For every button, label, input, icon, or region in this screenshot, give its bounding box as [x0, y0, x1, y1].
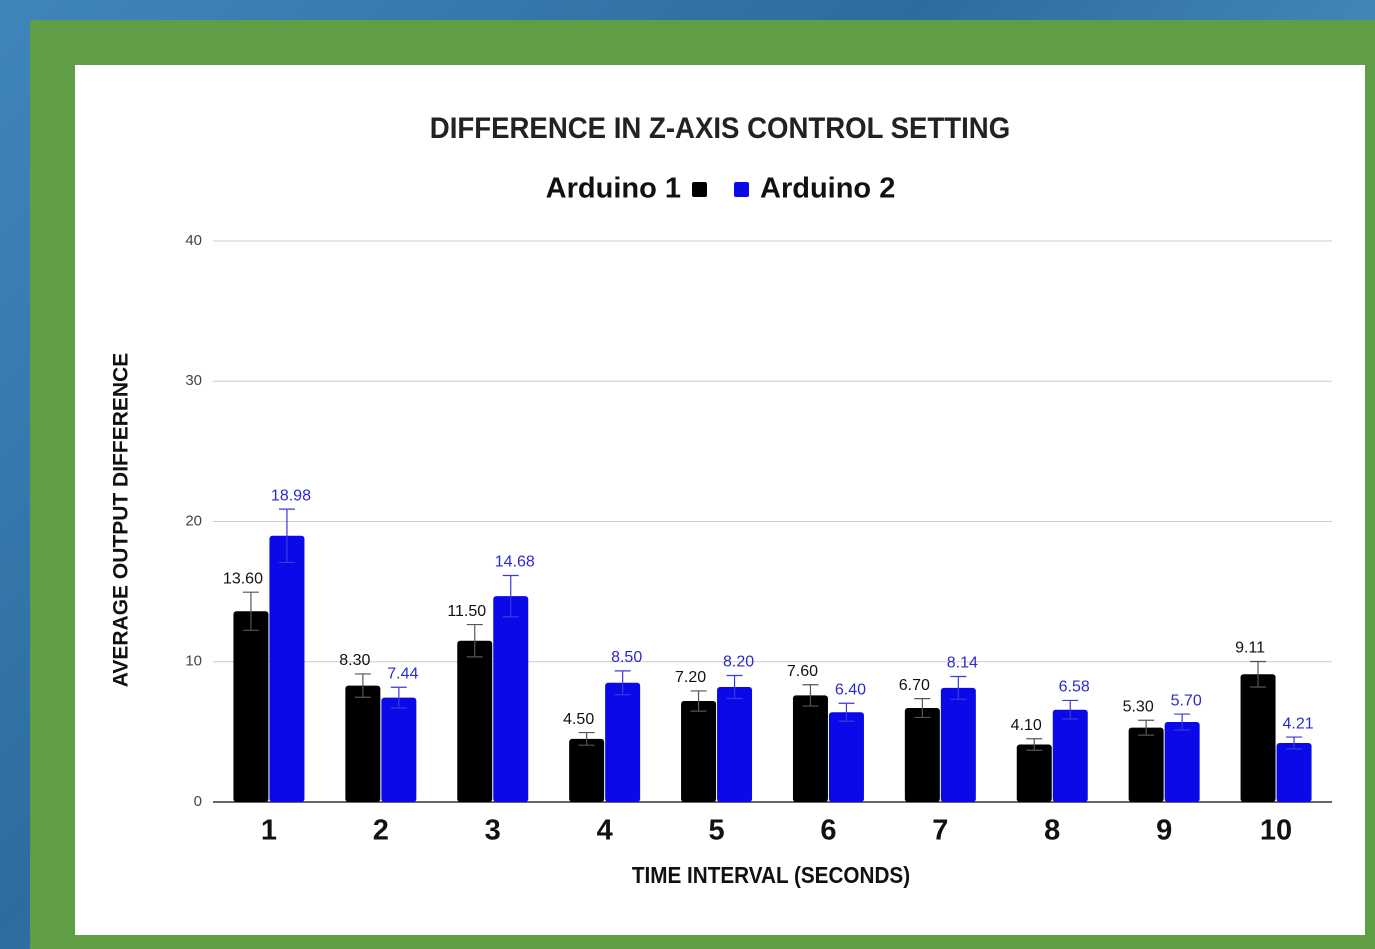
x-tick-label: 3	[485, 815, 501, 847]
value-label: 6.70	[899, 677, 930, 694]
legend-label: Arduino 1	[546, 173, 681, 205]
bar	[457, 640, 493, 802]
value-label: 14.68	[495, 554, 535, 571]
value-label: 6.58	[1059, 679, 1090, 696]
value-label: 7.60	[787, 663, 818, 680]
x-tick-label: 9	[1156, 815, 1172, 847]
value-label: 8.30	[339, 652, 370, 669]
value-label: 4.10	[1011, 717, 1042, 734]
y-tick-label: 40	[185, 232, 202, 249]
value-label: 13.60	[223, 570, 263, 587]
x-tick-label: 10	[1260, 815, 1292, 847]
value-label: 4.21	[1282, 715, 1313, 732]
legend-swatch	[692, 182, 707, 197]
x-tick-label: 6	[820, 815, 836, 847]
bar	[828, 712, 864, 802]
value-label: 4.50	[563, 711, 594, 728]
value-label: 18.98	[271, 487, 311, 504]
bar	[792, 695, 828, 802]
value-label: 5.30	[1123, 698, 1154, 715]
y-tick-label: 0	[194, 793, 202, 810]
y-tick-label: 30	[185, 372, 202, 389]
x-tick-label: 4	[597, 815, 613, 847]
bar	[1128, 727, 1164, 802]
value-label: 8.50	[611, 649, 642, 666]
bar	[1240, 674, 1276, 802]
y-tick-label: 20	[185, 512, 202, 529]
x-tick-label: 2	[373, 815, 389, 847]
bar	[1276, 742, 1312, 802]
value-label: 5.70	[1171, 692, 1202, 709]
value-label: 7.20	[675, 669, 706, 686]
value-label: 7.44	[387, 665, 418, 682]
bar	[233, 611, 269, 802]
chart-panel	[75, 65, 1365, 935]
chart-title: DIFFERENCE IN Z-AXIS CONTROL SETTING	[430, 112, 1010, 145]
bar	[904, 708, 940, 802]
bar	[1052, 709, 1088, 802]
bar	[381, 697, 417, 802]
x-tick-label: 8	[1044, 815, 1060, 847]
value-label: 11.50	[447, 603, 486, 620]
bar	[605, 682, 641, 802]
value-label: 8.14	[947, 655, 978, 672]
bar	[493, 596, 529, 802]
x-tick-label: 7	[932, 815, 948, 847]
y-axis-label: AVERAGE OUTPUT DIFFERENCE	[110, 353, 133, 687]
x-tick-label: 1	[261, 815, 277, 847]
bar	[569, 738, 605, 802]
bar	[940, 687, 976, 802]
value-label: 8.20	[723, 654, 754, 671]
bar	[269, 535, 305, 802]
x-axis-label: TIME INTERVAL (SECONDS)	[632, 862, 910, 888]
x-tick-label: 5	[708, 815, 724, 847]
bar	[345, 685, 381, 802]
bar	[717, 686, 753, 802]
y-tick-label: 10	[185, 653, 202, 670]
legend-swatch	[734, 182, 749, 197]
bar	[681, 701, 717, 802]
bar	[1016, 744, 1052, 802]
value-label: 6.40	[835, 681, 866, 698]
value-label: 9.11	[1235, 640, 1265, 657]
bar	[1164, 722, 1200, 802]
legend-label: Arduino 2	[760, 173, 895, 205]
